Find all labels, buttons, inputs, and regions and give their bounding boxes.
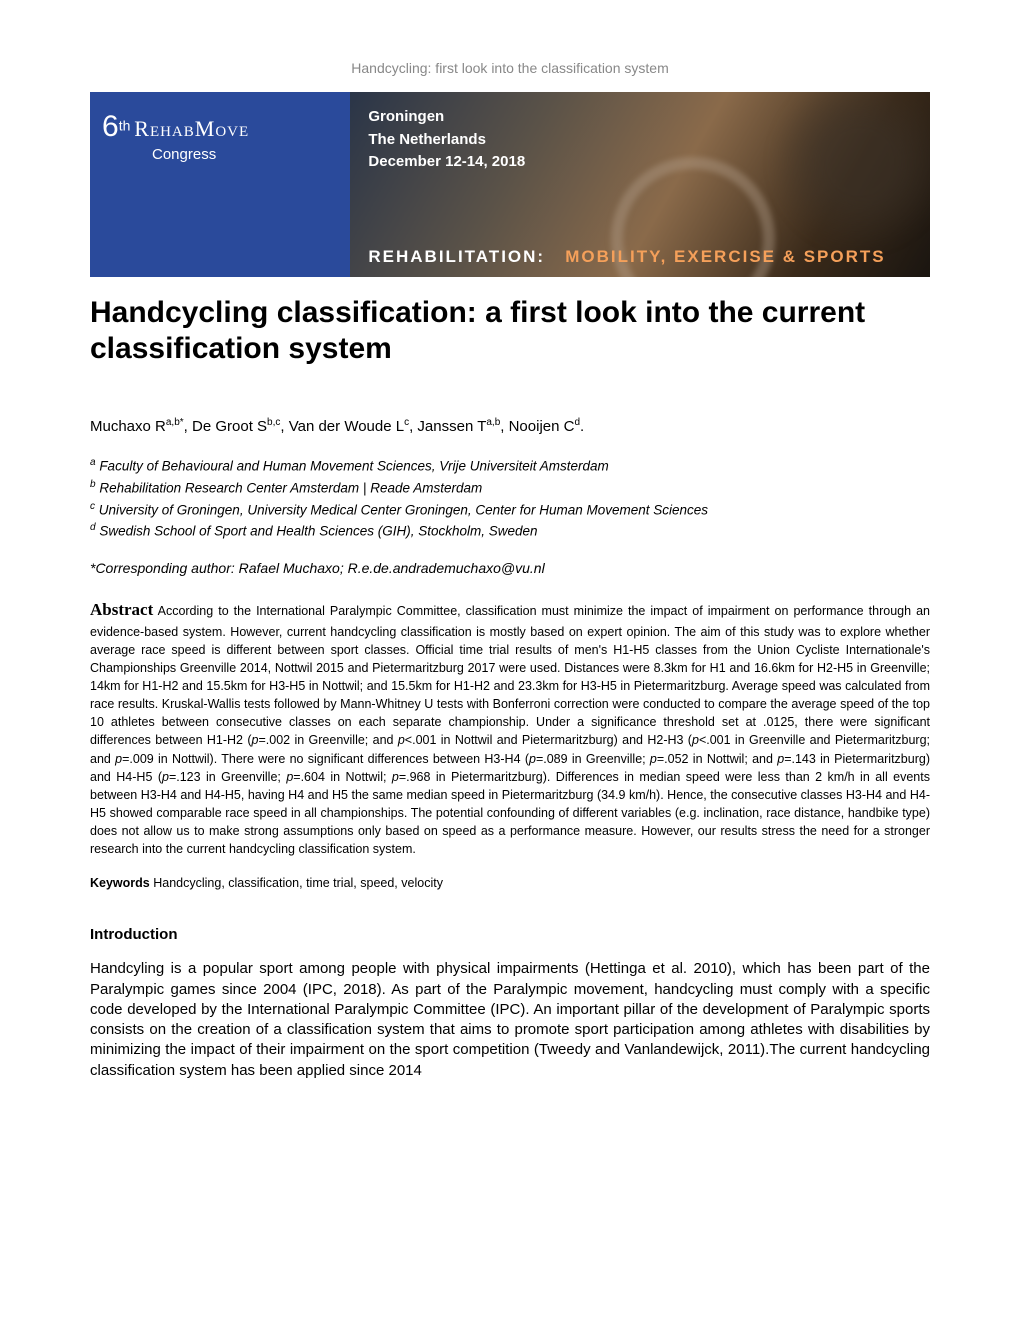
banner-info: Groningen The Netherlands December 12-14… — [368, 106, 912, 174]
affiliation-line: c University of Groningen, University Me… — [90, 499, 930, 521]
author-list: Muchaxo Ra,b*, De Groot Sb,c, Van der Wo… — [90, 417, 930, 435]
banner-tagline: REHABILITATION: MOBILITY, EXERCISE & SPO… — [368, 247, 930, 267]
affiliations-block: a Faculty of Behavioural and Human Movem… — [90, 455, 930, 542]
keywords-label: Keywords — [90, 876, 150, 890]
tagline-left: REHABILITATION: — [368, 247, 545, 266]
affiliation-line: a Faculty of Behavioural and Human Movem… — [90, 455, 930, 477]
corresponding-author: *Corresponding author: Rafael Muchaxo; R… — [90, 560, 930, 576]
running-header: Handcycling: first look into the classif… — [90, 60, 930, 76]
abstract-label: Abstract — [90, 600, 153, 619]
banner-location2: The Netherlands — [368, 129, 912, 152]
congress-logo: 6th RehabMove — [102, 110, 338, 144]
banner-left-panel: 6th RehabMove Congress — [90, 92, 350, 277]
congress-word: Congress — [152, 146, 338, 163]
abstract-body: According to the International Paralympi… — [90, 604, 930, 856]
intro-heading: Introduction — [90, 926, 930, 943]
affiliation-line: b Rehabilitation Research Center Amsterd… — [90, 477, 930, 499]
abstract-block: Abstract According to the International … — [90, 598, 930, 858]
banner-location1: Groningen — [368, 106, 912, 129]
tagline-right: MOBILITY, EXERCISE & SPORTS — [565, 247, 885, 266]
keywords-text: Handcycling, classification, time trial,… — [153, 876, 443, 890]
conference-banner: 6th RehabMove Congress Groningen The Net… — [90, 92, 930, 277]
banner-right-panel: Groningen The Netherlands December 12-14… — [350, 92, 930, 277]
paper-title: Handcycling classification: a first look… — [90, 295, 930, 367]
affiliation-line: d Swedish School of Sport and Health Sci… — [90, 520, 930, 542]
banner-dates: December 12-14, 2018 — [368, 151, 912, 174]
intro-body: Handcyling is a popular sport among peop… — [90, 959, 930, 1081]
keywords-block: Keywords Handcycling, classification, ti… — [90, 876, 930, 890]
